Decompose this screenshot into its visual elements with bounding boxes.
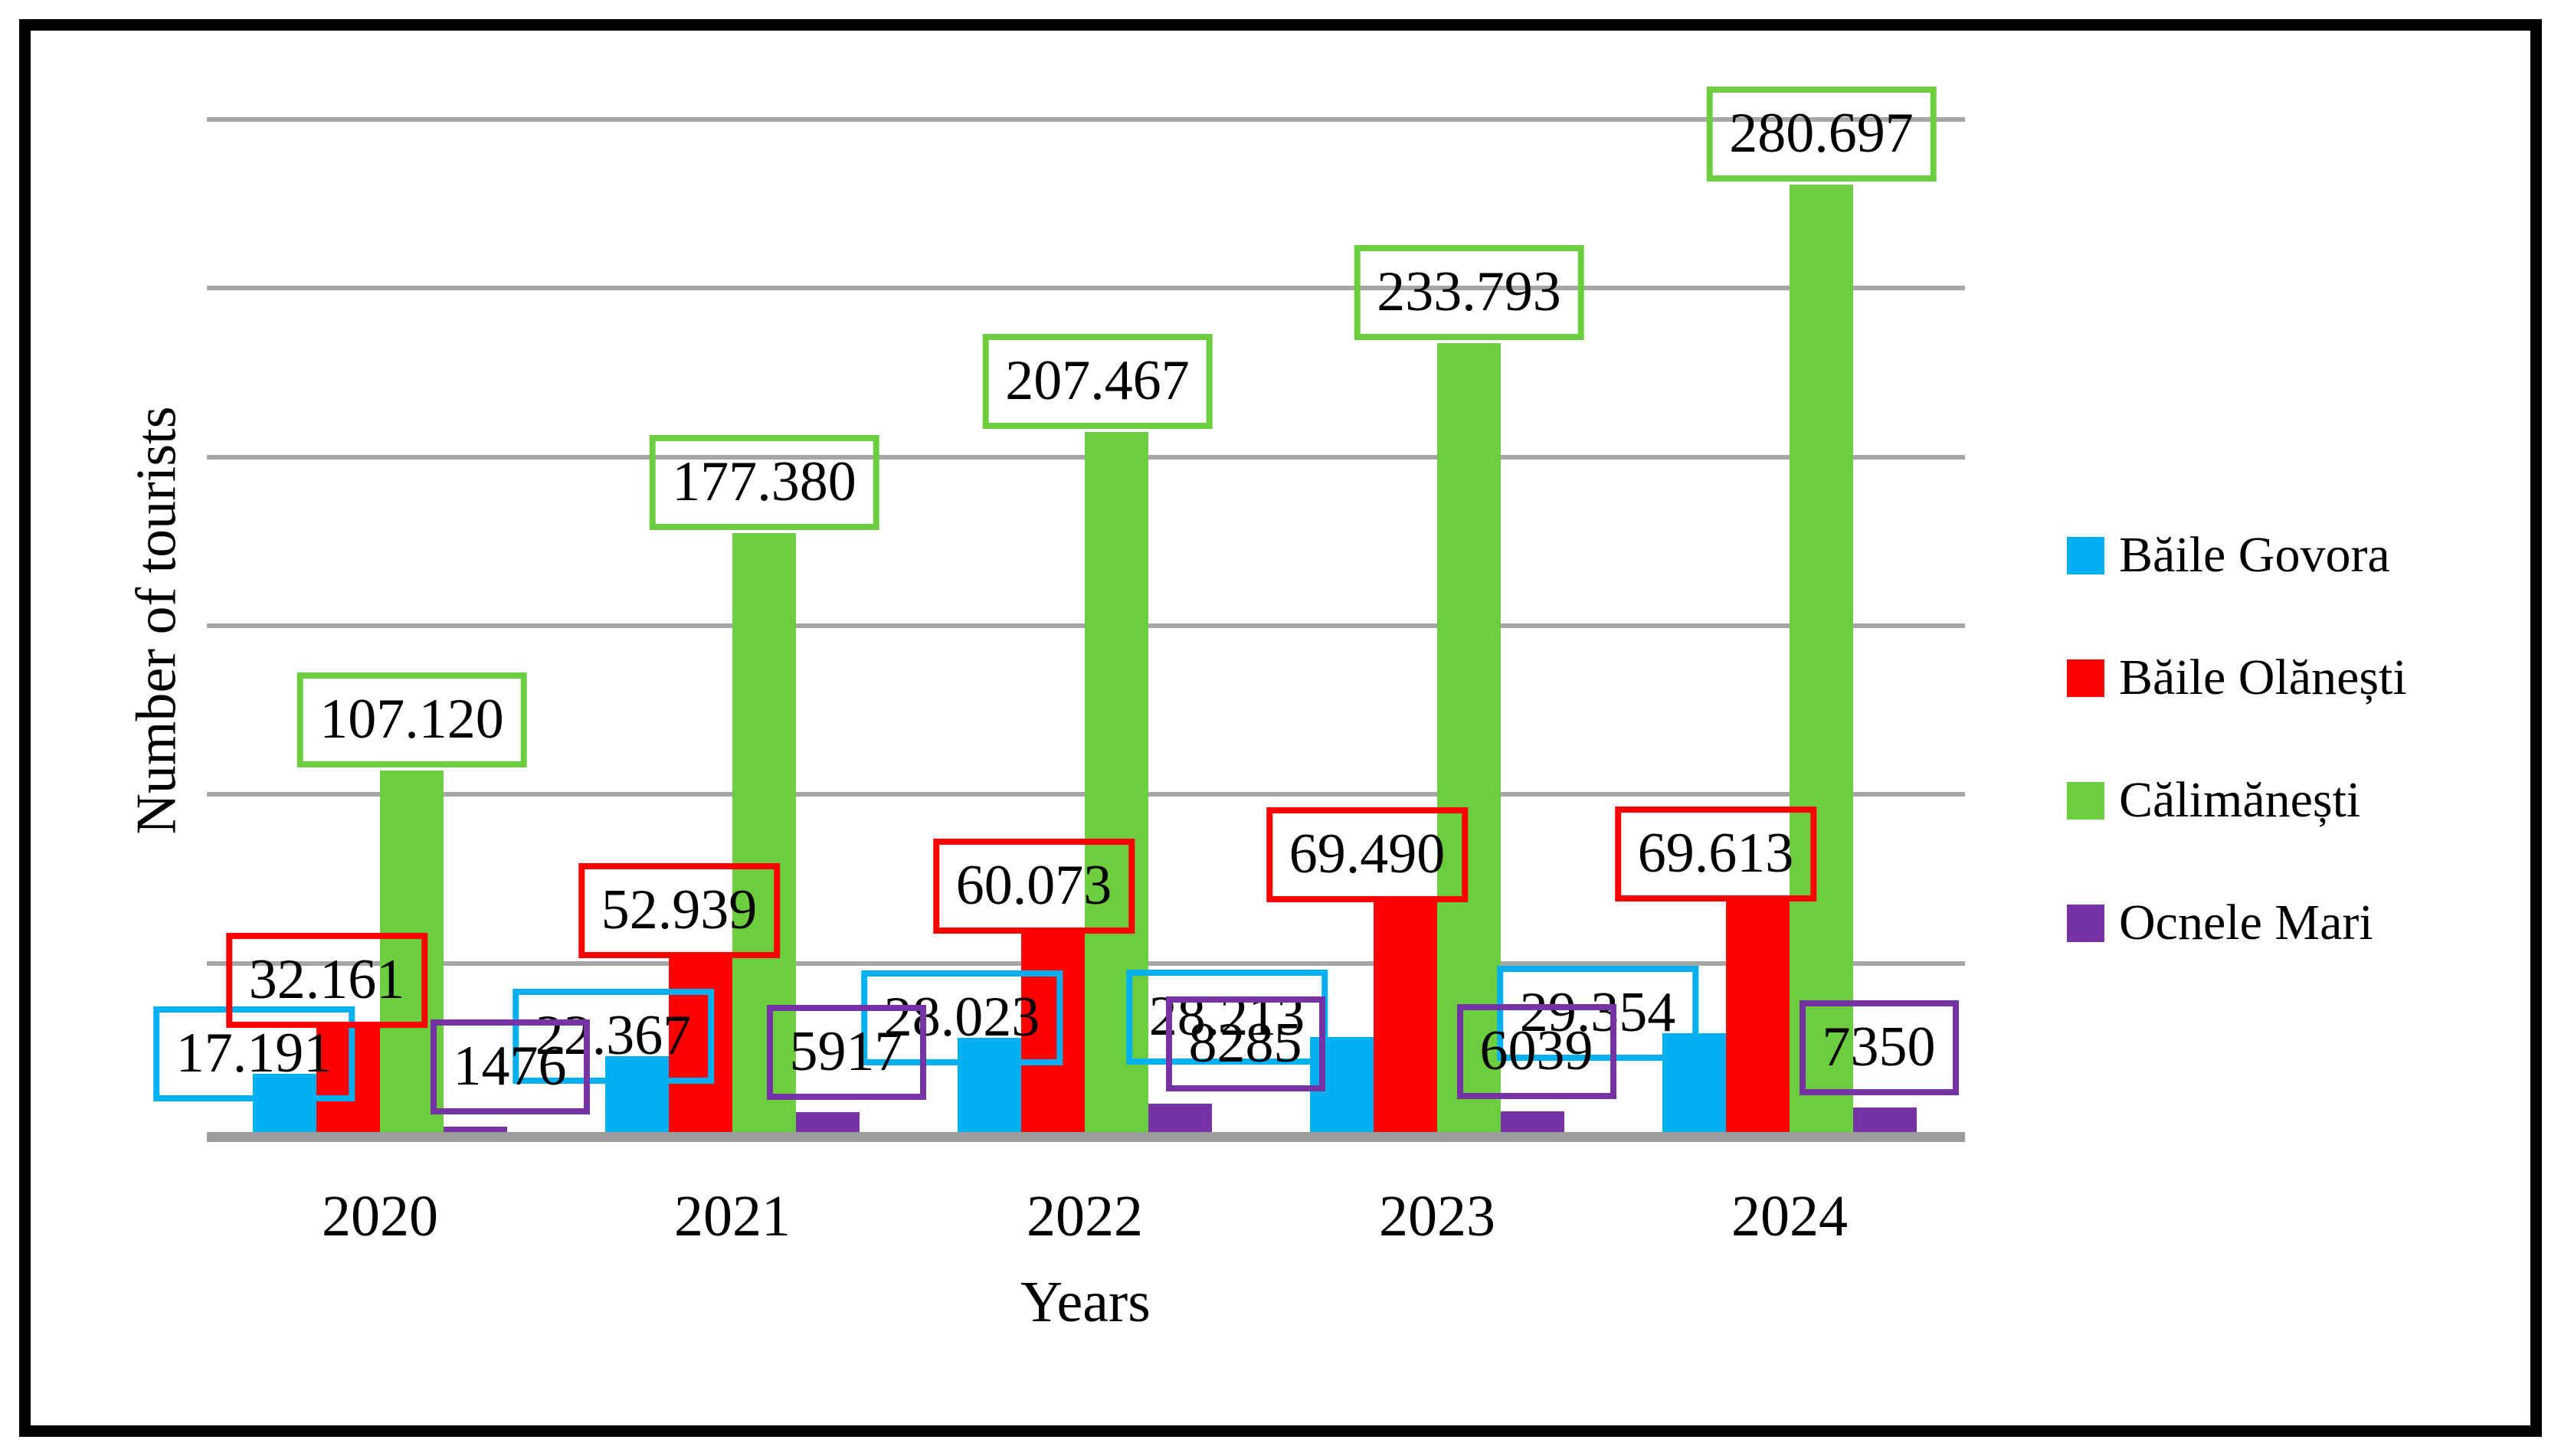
legend-swatch-icon (2067, 781, 2104, 820)
data-label-ocnele-mari-2023: 6039 (1456, 1004, 1616, 1100)
gridline-300000 (207, 117, 1965, 122)
bar-ocnele-mari-2024 (1853, 1107, 1917, 1132)
legend-swatch-icon (2067, 536, 2104, 574)
x-tick-label-2023: 2023 (1379, 1184, 1495, 1248)
bar-b-ile-ol-ne-ti-2021 (669, 953, 732, 1132)
bar-b-ile-govora-2020 (253, 1074, 316, 1132)
x-tick-label-2020: 2020 (322, 1184, 438, 1248)
figure-frame (19, 19, 2542, 1437)
data-label-b-ile-govora-2023: 28.213 (1125, 969, 1328, 1065)
y-axis-title: Number of tourists (125, 406, 188, 835)
data-label-c-lim-ne-ti-2022: 207.467 (982, 333, 1213, 429)
legend-swatch-icon (2067, 904, 2104, 942)
legend-item-ocnele-mari: Ocnele Mari (2067, 862, 2373, 984)
legend-label: Băile Govora (2119, 527, 2390, 583)
legend-item-c-lim-ne-ti: Călimănești (2067, 739, 2360, 862)
data-label-c-lim-ne-ti-2024: 280.697 (1706, 87, 1937, 182)
bar-ocnele-mari-2021 (796, 1111, 860, 1132)
legend-item-b-ile-ol-ne-ti: Băile Olănești (2067, 617, 2407, 739)
bar-b-ile-ol-ne-ti-2022 (1021, 929, 1085, 1132)
bar-b-ile-ol-ne-ti-2024 (1726, 897, 1790, 1132)
bar-ocnele-mari-2020 (444, 1127, 507, 1132)
bar-c-lim-ne-ti-2023 (1437, 342, 1501, 1132)
data-label-b-ile-ol-ne-ti-2023: 69.490 (1266, 807, 1469, 902)
bar-b-ile-ol-ne-ti-2020 (316, 1023, 380, 1132)
bar-ocnele-mari-2023 (1501, 1111, 1564, 1132)
bar-b-ile-govora-2022 (958, 1037, 1021, 1132)
data-label-ocnele-mari-2022: 8285 (1165, 996, 1325, 1092)
data-label-b-ile-ol-ne-ti-2022: 60.073 (932, 839, 1135, 934)
x-tick-label-2024: 2024 (1731, 1184, 1848, 1248)
data-label-ocnele-mari-2020: 1476 (430, 1019, 590, 1115)
x-tick-label-2022: 2022 (1027, 1184, 1143, 1248)
data-label-c-lim-ne-ti-2023: 233.793 (1354, 244, 1584, 340)
data-label-b-ile-govora-2020: 17.191 (152, 1006, 355, 1102)
data-label-c-lim-ne-ti-2021: 177.380 (649, 435, 879, 531)
x-tick-label-2021: 2021 (674, 1184, 791, 1248)
bar-c-lim-ne-ti-2021 (732, 533, 796, 1132)
legend-label: Băile Olănești (2119, 649, 2407, 705)
data-label-ocnele-mari-2024: 7350 (1799, 1000, 1959, 1095)
data-label-c-lim-ne-ti-2020: 107.120 (296, 672, 527, 767)
bar-b-ile-ol-ne-ti-2023 (1374, 897, 1437, 1132)
x-axis-title: Years (1020, 1270, 1151, 1334)
data-label-b-ile-ol-ne-ti-2024: 69.613 (1614, 807, 1817, 902)
data-label-b-ile-govora-2022: 28.023 (860, 970, 1063, 1065)
legend-label: Ocnele Mari (2119, 895, 2373, 950)
bar-ocnele-mari-2022 (1148, 1104, 1212, 1132)
x-axis-line (207, 1132, 1965, 1142)
legend-swatch-icon (2067, 659, 2104, 697)
data-label-ocnele-mari-2021: 5917 (766, 1004, 926, 1100)
legend-label: Călimănești (2119, 772, 2361, 828)
bar-c-lim-ne-ti-2022 (1085, 431, 1148, 1132)
bar-c-lim-ne-ti-2024 (1790, 185, 1853, 1132)
legend-item-b-ile-govora: Băile Govora (2067, 494, 2390, 617)
bar-b-ile-govora-2021 (605, 1056, 669, 1132)
gridline-250000 (207, 286, 1965, 291)
data-label-b-ile-govora-2021: 22.367 (512, 989, 715, 1085)
data-label-b-ile-ol-ne-ti-2020: 32.161 (225, 933, 428, 1029)
data-label-b-ile-ol-ne-ti-2021: 52.939 (578, 862, 781, 958)
data-label-b-ile-govora-2024: 29.354 (1496, 965, 1699, 1061)
